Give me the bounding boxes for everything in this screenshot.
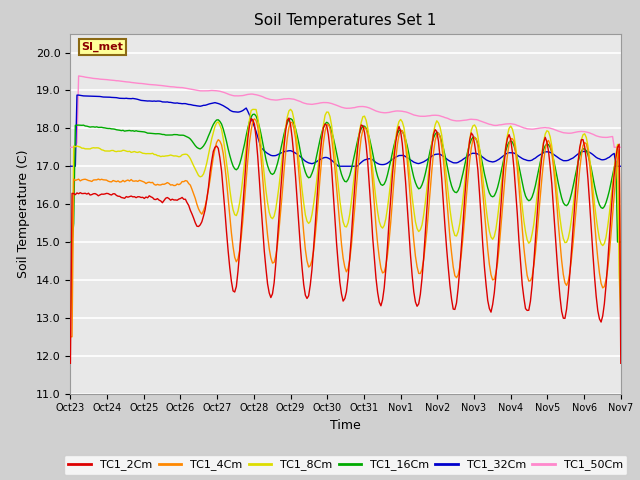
Y-axis label: Soil Temperature (C): Soil Temperature (C) xyxy=(17,149,30,278)
Title: Soil Temperatures Set 1: Soil Temperatures Set 1 xyxy=(255,13,436,28)
X-axis label: Time: Time xyxy=(330,419,361,432)
Text: SI_met: SI_met xyxy=(81,42,124,52)
Legend: TC1_2Cm, TC1_4Cm, TC1_8Cm, TC1_16Cm, TC1_32Cm, TC1_50Cm: TC1_2Cm, TC1_4Cm, TC1_8Cm, TC1_16Cm, TC1… xyxy=(64,455,627,475)
